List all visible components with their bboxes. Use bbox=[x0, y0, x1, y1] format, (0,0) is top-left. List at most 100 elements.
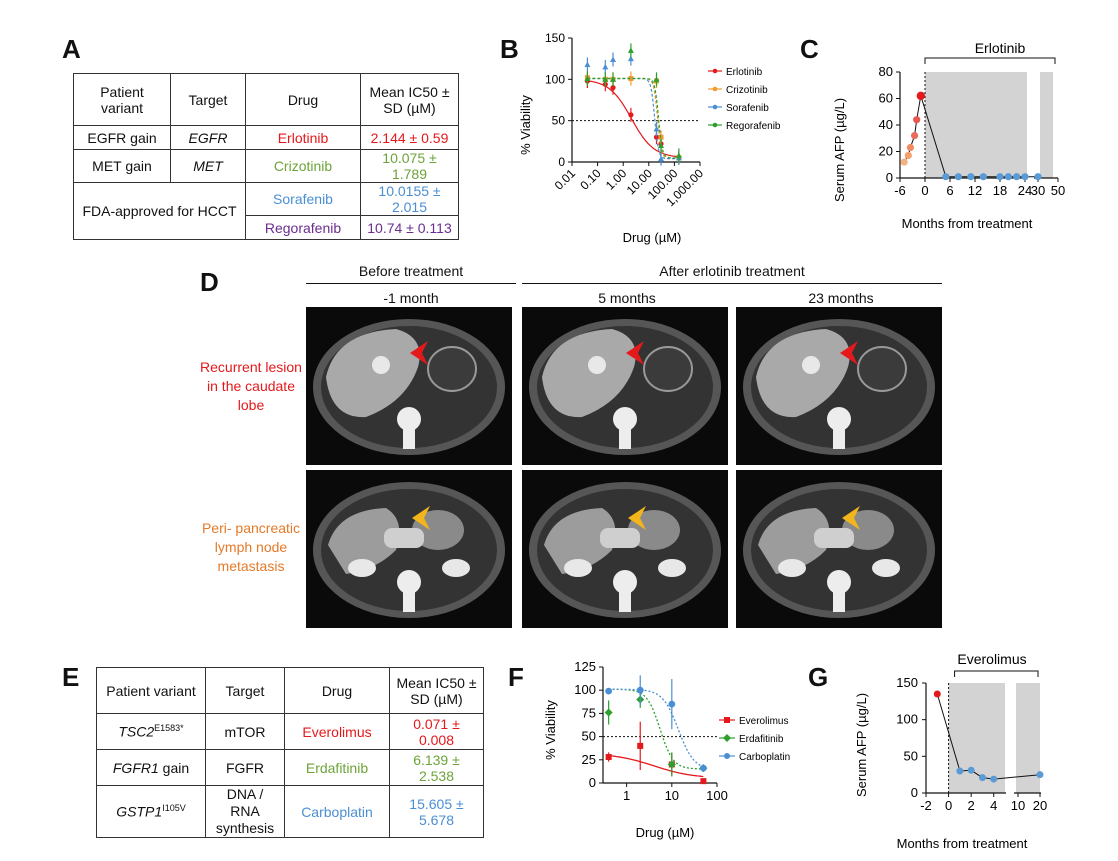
header-drug: Drug bbox=[284, 667, 390, 714]
data-point bbox=[700, 778, 707, 785]
chart-c-ylabel: Serum AFP (µg/L) bbox=[832, 98, 847, 202]
treatment-bracket bbox=[954, 670, 1039, 677]
kidney bbox=[348, 559, 376, 577]
data-point bbox=[658, 142, 665, 148]
row-label-lymph-node: Peri- pancreatic lymph node metastasis bbox=[201, 520, 301, 574]
vertebra bbox=[613, 407, 637, 431]
vertebra bbox=[827, 407, 851, 431]
data-point bbox=[668, 700, 676, 708]
data-point bbox=[628, 112, 634, 118]
y-tick-label: 50 bbox=[904, 748, 918, 763]
legend-label: Erlotinib bbox=[726, 67, 763, 78]
kidney bbox=[564, 559, 592, 577]
chart-g-xlabel: Months from treatment bbox=[897, 836, 1028, 851]
divider bbox=[522, 283, 942, 284]
kidney bbox=[442, 559, 470, 577]
y-tick-label: 150 bbox=[545, 31, 565, 45]
panel-label-e: E bbox=[62, 662, 80, 692]
stomach bbox=[427, 346, 477, 392]
cell-variant: TSC2E1583* bbox=[96, 713, 206, 750]
gene-name: GSTP1 bbox=[116, 803, 163, 820]
cell-target: EGFR bbox=[170, 125, 246, 150]
cell-target: FGFR bbox=[205, 749, 285, 786]
header-ic50: Mean IC50 ± SD (µM) bbox=[360, 73, 459, 126]
data-point bbox=[996, 173, 1004, 181]
row-label-recurrent-lesion: Recurrent lesion in the caudate lobe bbox=[200, 359, 302, 413]
cell-drug: Sorafenib bbox=[245, 182, 361, 216]
y-tick-label: 125 bbox=[574, 659, 596, 674]
legend-label: Carboplatin bbox=[739, 752, 790, 763]
vertebra bbox=[397, 407, 421, 431]
vertebra bbox=[613, 570, 637, 594]
cell-drug: Everolimus bbox=[284, 713, 390, 750]
cell-drug: Erdafitinib bbox=[284, 749, 390, 786]
y-tick-label: 100 bbox=[545, 72, 565, 86]
series-line-sorafenib bbox=[587, 77, 679, 160]
variant-sup: I105V bbox=[162, 803, 186, 814]
cell-variant: GSTP1I105V bbox=[96, 785, 206, 838]
data-point bbox=[604, 708, 613, 717]
y-tick-label: 40 bbox=[879, 117, 893, 132]
data-point bbox=[675, 152, 682, 158]
cell-variant: MET gain bbox=[73, 149, 171, 183]
y-tick-label: 50 bbox=[582, 729, 596, 744]
cell-drug: Carboplatin bbox=[284, 785, 390, 838]
y-tick-label: 20 bbox=[879, 144, 893, 159]
data-point bbox=[904, 151, 912, 160]
header-ic50: Mean IC50 ± SD (µM) bbox=[389, 667, 484, 714]
liver bbox=[542, 329, 636, 418]
variant-rest: gain bbox=[158, 759, 190, 776]
y-tick-label: 50 bbox=[552, 114, 566, 128]
ct-scan-image bbox=[306, 307, 512, 465]
series-line-carboplatin bbox=[608, 688, 704, 768]
data-point bbox=[584, 75, 591, 82]
legend-label: Crizotinib bbox=[726, 85, 768, 96]
gene-name: FGFR1 bbox=[112, 759, 159, 776]
treatment-shading bbox=[925, 72, 1027, 178]
data-point bbox=[990, 775, 998, 783]
stomach bbox=[857, 346, 907, 392]
header-target: Target bbox=[170, 73, 246, 126]
x-tick-label: 10 bbox=[1011, 798, 1025, 813]
cell-drug: Erlotinib bbox=[245, 125, 361, 150]
data-point bbox=[627, 55, 634, 62]
treatment-shading bbox=[1040, 72, 1053, 178]
pancreas bbox=[384, 528, 424, 548]
header-patient-variant: Patient variant bbox=[73, 73, 171, 126]
lesion-arrow-icon bbox=[412, 506, 430, 530]
pancreas bbox=[814, 528, 854, 548]
data-point bbox=[628, 76, 634, 82]
after-treatment-label: After erlotinib treatment bbox=[659, 263, 805, 279]
x-tick-label: 1 bbox=[623, 788, 630, 803]
liver bbox=[544, 508, 616, 574]
kidney bbox=[658, 559, 686, 577]
vertebra bbox=[827, 570, 851, 594]
panel-label-b: B bbox=[500, 34, 519, 64]
data-point bbox=[916, 91, 926, 101]
spinous-process bbox=[619, 592, 631, 612]
data-point bbox=[602, 76, 609, 82]
y-tick-label: 25 bbox=[582, 752, 596, 767]
data-point bbox=[610, 56, 617, 62]
cell-ic50: 10.075 ± 1.789 bbox=[360, 149, 459, 183]
data-point bbox=[1004, 173, 1012, 181]
x-tick-label: 18 bbox=[993, 183, 1007, 198]
legend-label: Erdafitinib bbox=[739, 734, 784, 745]
cell-ic50: 10.74 ± 0.113 bbox=[360, 215, 459, 240]
spinous-process bbox=[833, 592, 845, 612]
chart-f-ylabel: % Viability bbox=[543, 700, 558, 760]
x-tick-label: 10 bbox=[665, 788, 679, 803]
data-point bbox=[910, 132, 919, 140]
data-point bbox=[906, 143, 915, 152]
x-tick-label: 50 bbox=[1051, 183, 1065, 198]
y-tick-label: 0 bbox=[886, 170, 893, 185]
treatment-shading bbox=[948, 683, 1005, 793]
lesion-arrow-icon bbox=[410, 341, 428, 365]
cell-ic50: 2.144 ± 0.59 bbox=[360, 125, 459, 150]
data-point bbox=[956, 767, 964, 775]
liver bbox=[328, 508, 400, 574]
spinous-process bbox=[403, 592, 415, 612]
chart-c-bracket-label: Erlotinib bbox=[975, 40, 1026, 56]
x-tick-label: 0 bbox=[945, 798, 952, 813]
before-treatment-label: Before treatment bbox=[358, 263, 464, 279]
